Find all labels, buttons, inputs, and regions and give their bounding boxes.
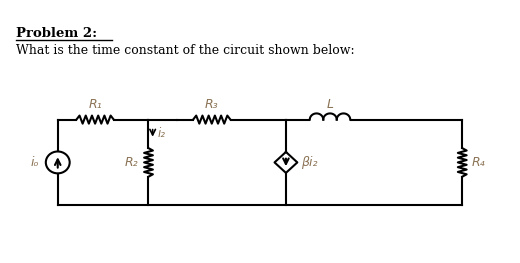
Text: iₒ: iₒ (31, 156, 40, 169)
Text: L: L (327, 98, 333, 111)
Text: βi₂: βi₂ (302, 156, 318, 169)
Text: Problem 2:: Problem 2: (16, 27, 97, 40)
Text: R₂: R₂ (124, 156, 138, 169)
Text: R₁: R₁ (88, 98, 102, 111)
Text: R₃: R₃ (205, 98, 218, 111)
Text: i₂: i₂ (158, 127, 166, 140)
Text: What is the time constant of the circuit shown below:: What is the time constant of the circuit… (16, 43, 355, 57)
Text: R₄: R₄ (472, 156, 485, 169)
